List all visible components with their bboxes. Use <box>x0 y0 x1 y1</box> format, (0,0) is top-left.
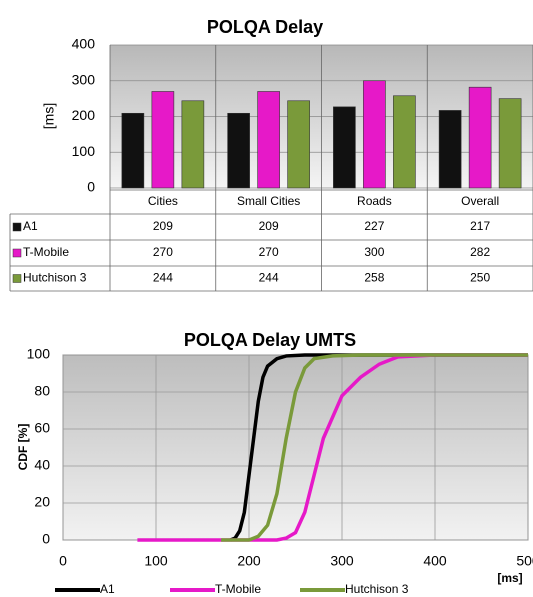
y-axis-label: [ms] <box>41 103 57 129</box>
y-tick-label: 200 <box>72 107 96 123</box>
y-tick-label: 60 <box>34 420 50 436</box>
chart-title: POLQA Delay UMTS <box>184 330 356 350</box>
x-axis-label: [ms] <box>497 571 522 585</box>
table-cell: 209 <box>259 219 279 233</box>
table-cell: 227 <box>364 219 384 233</box>
legend-label: Hutchison 3 <box>23 271 87 285</box>
y-tick-label: 100 <box>27 346 51 362</box>
y-tick-label: 400 <box>72 36 96 52</box>
y-tick-label: 0 <box>87 179 95 195</box>
bar <box>227 112 250 189</box>
bar <box>333 106 356 189</box>
legend-label: T-Mobile <box>23 245 69 259</box>
x-tick-label: Small Cities <box>237 194 300 208</box>
table-cell: 209 <box>153 219 173 233</box>
table-cell: 258 <box>364 271 384 285</box>
table-cell: 300 <box>364 245 384 259</box>
chart-title: POLQA Delay <box>207 17 323 37</box>
y-axis-label: CDF [%] <box>16 424 30 471</box>
y-tick-label: 100 <box>72 143 96 159</box>
y-tick-label: 80 <box>34 383 50 399</box>
y-tick-label: 300 <box>72 71 96 87</box>
bar <box>181 100 205 189</box>
y-tick-label: 40 <box>34 457 50 473</box>
x-tick-label: 200 <box>237 553 261 569</box>
bar <box>287 100 310 189</box>
table-cell: 250 <box>470 271 490 285</box>
line <box>229 353 528 542</box>
line <box>221 353 528 542</box>
x-tick-label: 500 <box>516 553 533 569</box>
table-cell: 270 <box>153 245 173 259</box>
bar <box>151 91 175 189</box>
bar <box>393 95 416 189</box>
legend-swatch <box>12 222 22 232</box>
x-tick-label: 100 <box>144 553 168 569</box>
plot-area <box>62 354 529 541</box>
table-cell: 244 <box>153 271 173 285</box>
legend-swatch <box>12 274 22 283</box>
table-cell: 282 <box>470 245 490 259</box>
bar <box>257 91 280 189</box>
bar <box>468 86 492 189</box>
bar <box>363 80 386 189</box>
line <box>137 353 528 542</box>
table-cell: 244 <box>259 271 279 285</box>
x-tick-label: Cities <box>148 194 178 208</box>
y-tick-label: 0 <box>42 531 50 547</box>
bar <box>498 98 522 189</box>
x-tick-label: Roads <box>357 194 392 208</box>
table-cell: 270 <box>259 245 279 259</box>
legend-label: A1 <box>23 219 38 233</box>
x-tick-label: 400 <box>423 553 447 569</box>
bar <box>121 112 145 189</box>
legend-label: A1 <box>100 582 115 596</box>
x-tick-label: 0 <box>59 553 67 569</box>
x-tick-label: 300 <box>330 553 354 569</box>
legend-label: Hutchison 3 <box>345 582 409 596</box>
bar <box>438 110 462 189</box>
legend-label: T-Mobile <box>215 582 261 596</box>
table-cell: 217 <box>470 219 490 233</box>
x-tick-label: Overall <box>461 194 499 208</box>
legend-swatch <box>12 248 22 258</box>
y-tick-label: 20 <box>34 494 50 510</box>
